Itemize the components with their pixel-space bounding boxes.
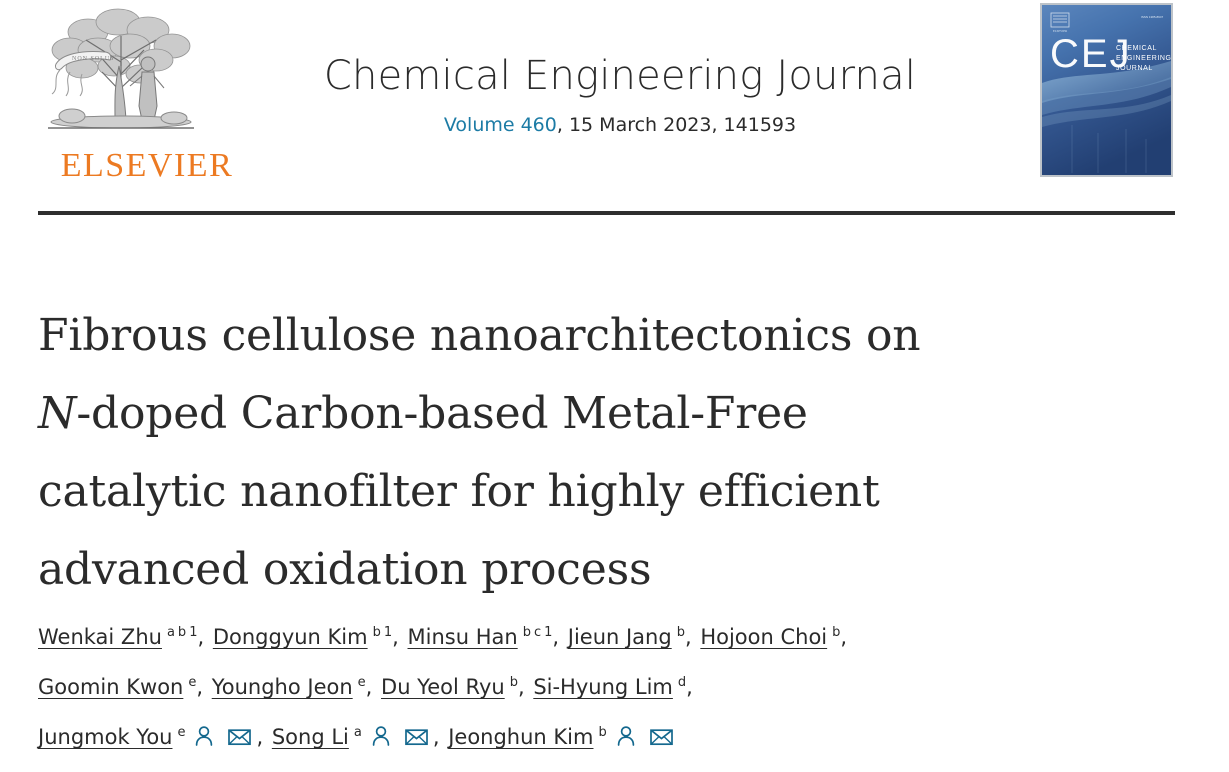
author-affiliation-marker[interactable]: b bbox=[676, 625, 685, 640]
author-affiliation-marker[interactable]: b bbox=[372, 625, 381, 640]
article-title-line-4: advanced oxidation process bbox=[38, 544, 652, 596]
author-list: Wenkai Zhu a b 1, Donggyun Kim b 1, Minsu Han… bbox=[38, 612, 1188, 762]
svg-text:CHEMICAL: CHEMICAL bbox=[1116, 45, 1157, 52]
svg-text:ELSEVIER: ELSEVIER bbox=[1053, 29, 1067, 33]
author-name[interactable]: Jeonghun Kim bbox=[448, 725, 594, 749]
journal-volume-link[interactable]: Volume 460 bbox=[443, 114, 557, 136]
author-separator: , bbox=[686, 675, 693, 699]
author-name[interactable]: Du Yeol Ryu bbox=[381, 675, 505, 699]
author-name[interactable]: Jungmok You bbox=[38, 725, 173, 749]
author-affiliation-marker[interactable]: b bbox=[509, 675, 518, 690]
author-line-1: Wenkai Zhu a b 1, Donggyun Kim b 1, Minsu Han… bbox=[38, 612, 1188, 662]
author-line-2: Goomin Kwon e, Youngho Jeon e, Du Yeol Ryu… bbox=[38, 662, 1188, 712]
article-title: Fibrous cellulose nanoarchitectonics on … bbox=[38, 297, 1168, 609]
author-line-3: Jungmok You e, Song Li a, Jeonghun Kim b bbox=[38, 712, 1188, 762]
author-affiliation-marker[interactable]: 1 bbox=[383, 625, 393, 640]
elsevier-wordmark: ELSEVIER bbox=[60, 147, 234, 184]
author-separator: , bbox=[840, 625, 848, 649]
author-name[interactable]: Goomin Kwon bbox=[38, 675, 184, 699]
elsevier-logo[interactable]: NON SOLUS ELSEVIER bbox=[26, 2, 232, 188]
person-icon[interactable] bbox=[371, 725, 391, 747]
author-affiliation-marker[interactable]: b bbox=[177, 625, 187, 640]
author-name[interactable]: Song Li bbox=[271, 725, 349, 749]
page-header: NON SOLUS ELSEVIER bbox=[0, 0, 1229, 215]
author-separator: , bbox=[684, 625, 699, 649]
article-title-line-3: catalytic nanofilter for highly efficien… bbox=[38, 466, 880, 518]
author-affiliation-marker[interactable]: b bbox=[522, 625, 531, 640]
author-separator: , bbox=[365, 675, 380, 699]
author-name[interactable]: Youngho Jeon bbox=[211, 675, 353, 699]
author-affiliation-marker[interactable]: e bbox=[357, 675, 366, 690]
author-affiliation-marker[interactable]: a bbox=[166, 625, 175, 640]
author-separator: , bbox=[552, 625, 566, 649]
author-affiliation-marker[interactable]: a bbox=[353, 725, 362, 740]
envelope-icon[interactable] bbox=[404, 727, 428, 747]
header-divider bbox=[38, 211, 1175, 215]
svg-text:ISSN 1385-8947: ISSN 1385-8947 bbox=[1141, 15, 1164, 19]
author-separator: , bbox=[517, 675, 532, 699]
author-affiliation-marker[interactable]: c bbox=[533, 625, 542, 640]
author-name[interactable]: Jieun Jang bbox=[567, 625, 672, 649]
svg-text:ENGINEERING: ENGINEERING bbox=[1116, 55, 1171, 62]
author-name[interactable]: Si-Hyung Lim bbox=[533, 675, 673, 699]
author-separator: , bbox=[256, 725, 270, 749]
svg-text:NON SOLUS: NON SOLUS bbox=[72, 56, 115, 62]
article-title-line-2: -doped Carbon-based Metal-Free bbox=[76, 388, 808, 440]
journal-titleblock: Chemical Engineering Journal Volume 460,… bbox=[250, 50, 990, 138]
author-name[interactable]: Donggyun Kim bbox=[212, 625, 368, 649]
article-title-line-1: Fibrous cellulose nanoarchitectonics on bbox=[38, 310, 921, 362]
author-separator: , bbox=[392, 625, 406, 649]
author-separator: , bbox=[196, 675, 210, 699]
author-affiliation-marker[interactable]: d bbox=[677, 675, 687, 690]
author-separator: , bbox=[432, 725, 447, 749]
author-separator: , bbox=[197, 625, 211, 649]
journal-cover-artwork: ELSEVIER ISSN 1385-8947 CEJ CHEMICAL ENG… bbox=[1042, 5, 1171, 175]
elsevier-tree-icon: NON SOLUS bbox=[26, 2, 216, 146]
author-name[interactable]: Wenkai Zhu bbox=[38, 625, 162, 649]
article-title-italic-n: N bbox=[38, 388, 77, 440]
svg-text:JOURNAL: JOURNAL bbox=[1116, 65, 1153, 72]
author-affiliation-marker[interactable]: e bbox=[188, 675, 197, 690]
journal-cover-thumbnail[interactable]: ELSEVIER ISSN 1385-8947 CEJ CHEMICAL ENG… bbox=[1040, 3, 1173, 177]
author-affiliation-marker[interactable]: 1 bbox=[189, 625, 198, 640]
author-affiliation-marker[interactable]: b bbox=[598, 725, 607, 740]
author-affiliation-marker[interactable]: e bbox=[177, 725, 186, 740]
svg-text:CEJ: CEJ bbox=[1050, 32, 1132, 76]
journal-name[interactable]: Chemical Engineering Journal bbox=[323, 53, 917, 99]
person-icon[interactable] bbox=[194, 725, 214, 747]
person-icon[interactable] bbox=[616, 725, 636, 747]
envelope-icon[interactable] bbox=[228, 727, 252, 747]
journal-issue-rest: , 15 March 2023, 141593 bbox=[556, 114, 797, 136]
author-name[interactable]: Hojoon Choi bbox=[700, 625, 828, 649]
envelope-icon[interactable] bbox=[649, 727, 673, 747]
author-affiliation-marker[interactable]: 1 bbox=[544, 625, 553, 640]
journal-issue-line: Volume 460, 15 March 2023, 141593 bbox=[250, 112, 990, 138]
author-affiliation-marker[interactable]: b bbox=[832, 625, 841, 640]
author-name[interactable]: Minsu Han bbox=[407, 625, 518, 649]
